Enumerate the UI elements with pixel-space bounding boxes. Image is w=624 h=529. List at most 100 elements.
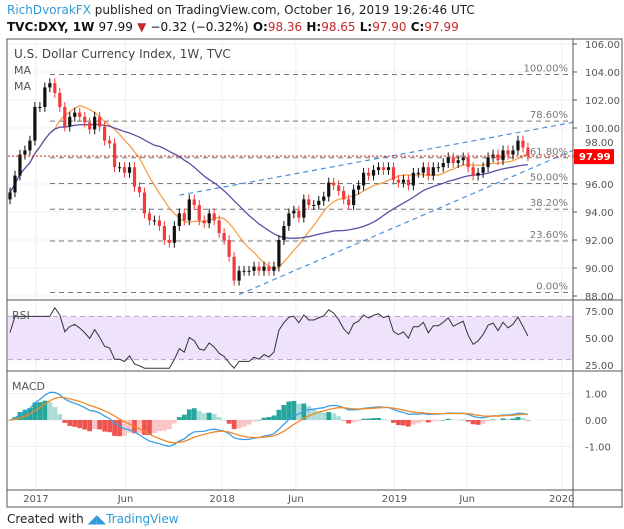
candle-body — [162, 226, 166, 240]
macd-histogram-bar — [336, 416, 342, 420]
macd-histogram-bar — [67, 420, 73, 426]
macd-histogram-bar — [7, 420, 13, 421]
macd-histogram-bar — [47, 401, 53, 420]
author-link[interactable]: RichDvorakFX — [7, 3, 91, 17]
macd-axis-label: 0.00 — [585, 416, 607, 427]
candle-body — [117, 167, 122, 169]
candle-body — [33, 107, 37, 141]
macd-histogram-bar — [246, 420, 252, 425]
candle-body — [177, 213, 181, 226]
candle-body — [103, 126, 107, 141]
fibonacci-retracement: 100.00% 78.60% 61.80% 50.00% 38.20% 23.60% 0.0… — [50, 64, 573, 293]
macd-histogram-bar — [435, 420, 441, 421]
macd-histogram-bar — [117, 420, 122, 437]
time-axis-label: Jun — [117, 494, 134, 505]
macd-histogram-bar — [286, 401, 292, 420]
candle-body — [172, 226, 176, 243]
macd-histogram-bar — [396, 420, 401, 426]
macd-histogram-bar — [147, 420, 152, 436]
candle-body — [237, 270, 241, 281]
time-axis-label: Jun — [458, 494, 475, 505]
macd-histogram-bar — [57, 414, 63, 420]
candle-body — [342, 191, 346, 200]
candle-body — [287, 213, 291, 226]
rsi-band — [8, 316, 573, 360]
candle-body — [157, 220, 161, 226]
macd-histogram-bar — [460, 419, 466, 421]
candle-body — [302, 199, 306, 218]
fib-level-label: 100.00% — [524, 64, 569, 75]
ma-legend[interactable]: MA — [14, 80, 31, 93]
macd-histogram-bar — [401, 420, 406, 426]
macd-histogram-bar — [500, 418, 506, 420]
candle-body — [337, 185, 341, 191]
macd-histogram-bar — [127, 420, 132, 433]
macd-histogram-bar — [515, 416, 521, 420]
rsi-axis-label: 50.00 — [585, 334, 614, 345]
rsi-axis-label: 75.00 — [585, 307, 614, 318]
candle-body — [511, 150, 515, 155]
macd-histogram-bar — [480, 420, 486, 424]
candle-body — [471, 167, 475, 176]
candle-body — [476, 172, 480, 176]
macd-histogram-bar — [87, 420, 93, 432]
macd-legend[interactable]: MACD — [12, 380, 45, 393]
price-axis-label: 96.00 — [585, 180, 614, 191]
macd-histogram-bar — [490, 419, 496, 420]
macd-histogram-bar — [236, 420, 242, 429]
candle-body — [152, 220, 157, 222]
candle-body — [352, 189, 356, 205]
macd-axis-label: -1.00 — [585, 443, 611, 454]
candle-body — [207, 213, 211, 224]
low-label: L: — [359, 20, 373, 34]
macd-histogram-bar — [470, 420, 476, 425]
candle-body — [436, 167, 440, 169]
footer: Created with ◢◣TradingView — [7, 512, 179, 526]
macd-histogram-bar — [92, 420, 98, 430]
candle-body — [446, 157, 450, 163]
macd-histogram-bar — [77, 420, 83, 429]
candle-body — [23, 150, 27, 155]
fib-level-label: 23.60% — [530, 230, 568, 241]
candle-body — [68, 116, 72, 127]
moving-averages — [9, 105, 529, 270]
candle-body — [297, 210, 301, 218]
candle-body — [461, 157, 465, 161]
candle-body — [98, 116, 102, 127]
price-axis-label: 90.00 — [585, 264, 614, 275]
candle-body — [521, 140, 525, 148]
macd-histogram-bar — [216, 417, 222, 420]
candle-body — [421, 167, 425, 173]
candle-body — [307, 199, 311, 205]
down-arrow-icon: ▼ — [137, 20, 147, 34]
candle-body — [361, 172, 366, 186]
macd-histogram-bar — [415, 420, 421, 424]
rsi-legend[interactable]: RSI — [12, 309, 30, 322]
candle-body — [277, 240, 281, 267]
macd-histogram-bar — [296, 403, 302, 420]
price-axis-label: 100.00 — [585, 124, 620, 135]
candle-body — [242, 270, 246, 272]
macd-histogram-bar — [306, 406, 312, 420]
tradingview-logo-icon[interactable]: ◢◣ — [87, 512, 107, 526]
macd-histogram-bar — [102, 420, 108, 432]
tradingview-link[interactable]: TradingView — [106, 512, 179, 526]
macd-histogram-bar — [465, 420, 471, 422]
macd-histogram-bar — [346, 420, 352, 424]
macd-histogram-bar — [406, 420, 411, 427]
price-change: −0.32 (−0.32%) — [150, 20, 249, 34]
fib-level-label: 61.80% — [530, 147, 568, 158]
candle-body — [142, 192, 147, 214]
candle-body — [192, 199, 196, 205]
high-value: 98.65 — [321, 20, 356, 34]
candle-body — [187, 199, 191, 221]
candle-body — [411, 172, 415, 186]
chart-title: U.S. Dollar Currency Index, 1W, TVC — [14, 47, 231, 61]
macd-histogram-bar — [510, 418, 516, 420]
candle-body — [496, 154, 500, 161]
candle-body — [292, 210, 296, 214]
price-axis-label: 102.00 — [585, 96, 620, 107]
macd-histogram-bar — [361, 418, 366, 420]
ma-legend[interactable]: MA — [14, 64, 31, 77]
